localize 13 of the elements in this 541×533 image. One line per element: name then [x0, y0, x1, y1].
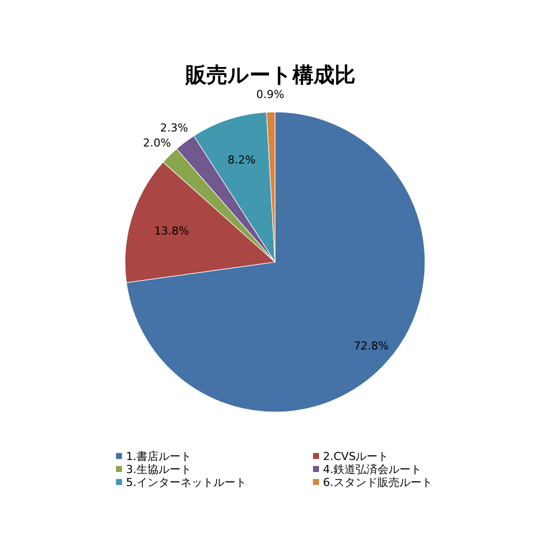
legend-label: 1.書店ルート: [126, 450, 192, 463]
legend-label: 5.インターネットルート: [126, 476, 246, 489]
legend-label: 3.生協ルート: [126, 463, 192, 476]
legend-label: 6.スタンド販売ルート: [323, 476, 432, 489]
legend-label: 2.CVSルート: [323, 450, 389, 463]
data-label: 0.9%: [256, 88, 284, 102]
chart-title: 販売ルート構成比: [184, 63, 356, 87]
data-label: 2.0%: [142, 136, 171, 150]
data-label: 13.8%: [154, 224, 190, 238]
legend-label: 4.鉄道弘済会ルート: [323, 463, 422, 476]
data-label: 2.3%: [160, 122, 188, 135]
data-label: 8.2%: [228, 153, 256, 166]
data-label: 72.8%: [354, 340, 389, 353]
